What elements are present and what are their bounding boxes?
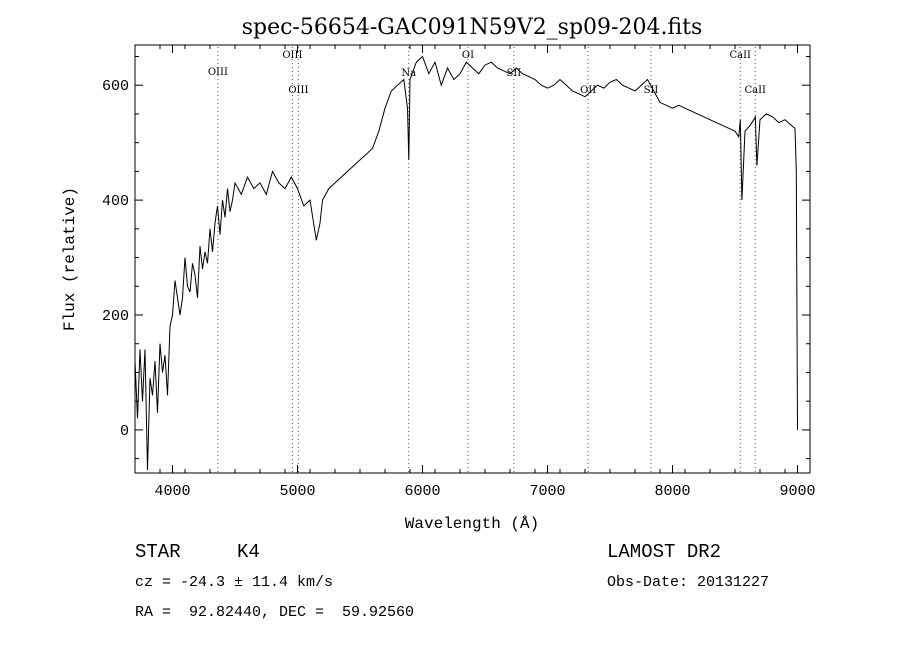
y-tick-label: 200	[102, 308, 129, 325]
line-marker-label: OIII	[208, 67, 228, 78]
x-tick-label: 7000	[529, 483, 565, 500]
object-class: STAR	[135, 541, 181, 563]
line-marker-label: OI	[462, 50, 474, 61]
y-tick-label: 0	[120, 423, 129, 440]
line-marker-label: OIII	[282, 50, 302, 61]
x-axis-ticks: 4000 5000 6000 7000 8000 9000	[134, 45, 816, 500]
x-tick-label: 9000	[779, 483, 815, 500]
line-marker-label: SII	[644, 85, 659, 96]
x-tick-label: 4000	[154, 483, 190, 500]
survey-name: LAMOST DR2	[607, 541, 722, 563]
line-marker-label: CaII	[729, 50, 751, 61]
line-marker-label: OIII	[288, 85, 308, 96]
chart-title: spec-56654-GAC091N59V2_sp09-204.fits	[242, 15, 703, 40]
y-tick-label: 400	[102, 193, 129, 210]
observation-date: Obs-Date: 20131227	[607, 574, 770, 591]
spectrum-line	[134, 55, 798, 471]
object-subclass: K4	[237, 541, 260, 563]
x-tick-label: 5000	[279, 483, 315, 500]
x-tick-label: 6000	[404, 483, 440, 500]
x-tick-label: 8000	[654, 483, 690, 500]
emission-line-markers: OIII OIII OIII Na OI SII OII SII CaII CaII	[208, 47, 766, 473]
y-axis-ticks: 0 200 400 600	[102, 55, 810, 460]
sky-coordinates: RA = 92.82440, DEC = 59.92560	[135, 604, 415, 621]
line-marker-label: Na	[401, 68, 416, 79]
plot-frame	[134, 44, 811, 474]
x-axis-label: Wavelength (Å)	[405, 515, 539, 533]
line-marker-label: OII	[580, 85, 596, 96]
y-axis-label: Flux (relative)	[61, 187, 79, 331]
redshift-velocity: cz = -24.3 ± 11.4 km/s	[135, 574, 334, 591]
line-marker-label: SII	[506, 68, 521, 79]
y-tick-label: 600	[102, 78, 129, 95]
line-marker-label: CaII	[744, 85, 766, 96]
